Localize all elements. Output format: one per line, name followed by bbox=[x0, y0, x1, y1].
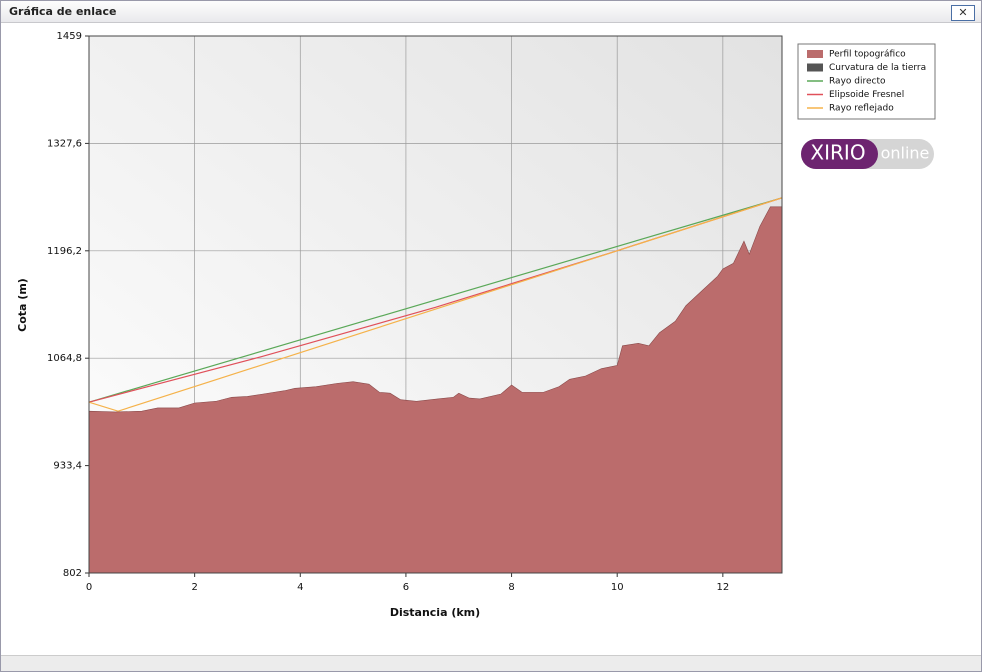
chart: Distancia (km) Cota (m) XIRIO online 802… bbox=[16, 31, 936, 619]
x-tick-label: 0 bbox=[86, 582, 92, 593]
title-bar: Gráfica de enlace ✕ bbox=[1, 1, 981, 23]
x-tick-label: 6 bbox=[403, 582, 409, 593]
y-axis-label: Cota (m) bbox=[16, 278, 29, 332]
legend-label: Perfil topográfico bbox=[829, 50, 906, 60]
x-tick-label: 8 bbox=[508, 582, 514, 593]
line bbox=[88, 197, 783, 412]
x-tick-label: 4 bbox=[297, 582, 303, 593]
y-tick-label: 1064,8 bbox=[47, 353, 82, 364]
legend-label: Rayo reflejado bbox=[829, 104, 894, 114]
legend-swatch bbox=[807, 50, 823, 58]
x-axis-label: Distancia (km) bbox=[390, 606, 480, 619]
y-tick-label: 1459 bbox=[57, 31, 82, 42]
legend-label: Elipsoide Fresnel bbox=[829, 90, 904, 100]
close-button[interactable]: ✕ bbox=[951, 5, 975, 21]
y-tick-label: 1196,2 bbox=[47, 246, 82, 257]
y-tick-label: 933,4 bbox=[53, 461, 82, 472]
logo-brand: XIRIO bbox=[810, 141, 865, 165]
logo-suffix: online bbox=[881, 144, 930, 163]
legend-label: Curvatura de la tierra bbox=[829, 63, 926, 73]
logo-mark bbox=[801, 139, 878, 169]
window-title: Gráfica de enlace bbox=[9, 5, 117, 18]
x-tick-label: 12 bbox=[716, 582, 729, 593]
x-tick-label: 2 bbox=[191, 582, 197, 593]
plot-frame bbox=[88, 35, 783, 574]
legend-swatch bbox=[807, 63, 823, 72]
y-tick-label: 802 bbox=[63, 568, 82, 579]
legend-label: Rayo directo bbox=[829, 77, 886, 87]
status-bar bbox=[1, 655, 981, 671]
y-tick-label: 1327,6 bbox=[47, 138, 82, 149]
line bbox=[88, 197, 783, 403]
terrain-area bbox=[88, 206, 783, 574]
x-tick-label: 10 bbox=[611, 582, 624, 593]
